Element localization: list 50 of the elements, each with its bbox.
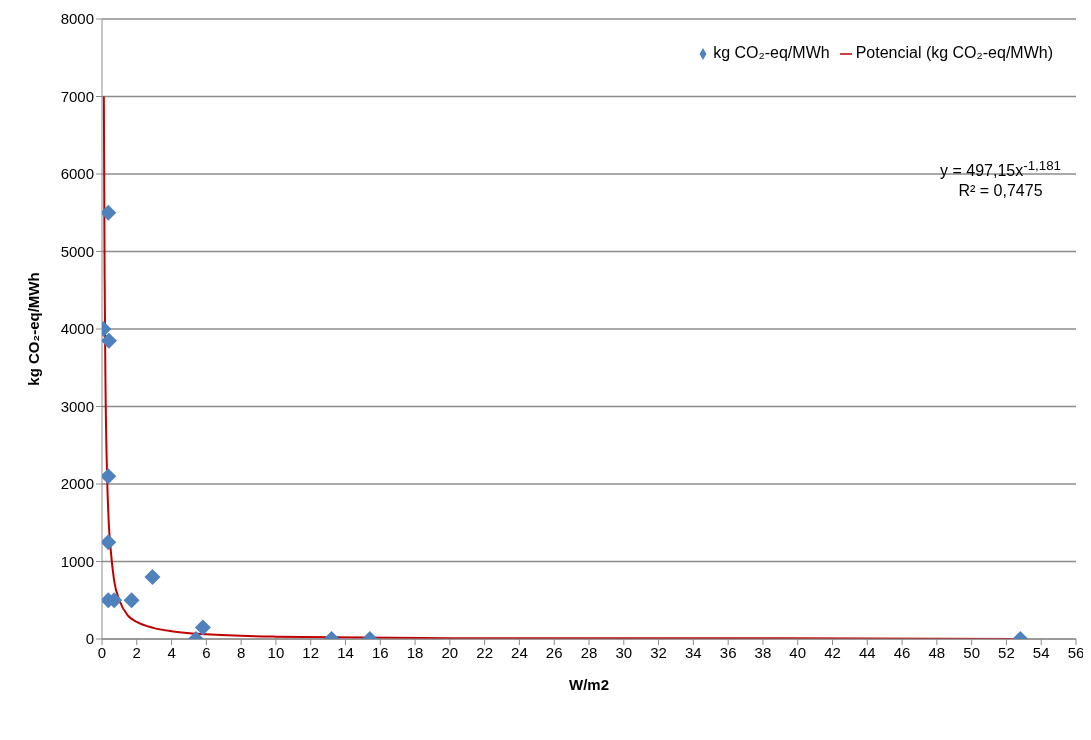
x-tick-label: 4	[167, 643, 176, 661]
x-axis-title: W/m2	[568, 676, 610, 693]
y-tick-label: 0	[85, 630, 94, 648]
y-tick-label: 2000	[60, 475, 94, 493]
x-tick-label: 18	[406, 643, 424, 661]
x-tick-label: 38	[754, 643, 772, 661]
x-tick-label: 54	[1032, 643, 1050, 661]
y-tick-label: 5000	[60, 242, 94, 260]
point	[102, 204, 117, 221]
point	[123, 592, 140, 609]
x-tick-label: 34	[685, 643, 702, 661]
x-tick-label: 24	[511, 643, 528, 661]
x-tick-label: 30	[615, 643, 633, 661]
x-tick-label: 16	[371, 643, 389, 661]
x-tick-label: 12	[302, 643, 320, 661]
y-tick-label: 4000	[60, 320, 94, 338]
point	[102, 534, 117, 551]
x-tick-label: 32	[650, 643, 667, 661]
x-tick-label: 56	[1067, 643, 1085, 661]
point	[102, 332, 117, 349]
x-tick-label: 40	[789, 643, 807, 661]
x-tick-label: 48	[928, 643, 946, 661]
x-tick-label: 36	[719, 643, 737, 661]
x-tick-label: 42	[824, 643, 841, 661]
x-tick-label: 28	[580, 643, 598, 661]
x-tick-label: 6	[202, 643, 211, 661]
x-tick-label: 20	[441, 643, 459, 661]
point	[102, 468, 117, 485]
x-tick-label: 50	[963, 643, 980, 661]
y-tick-label: 7000	[60, 87, 94, 105]
x-tick-label: 22	[476, 643, 493, 661]
y-axis-title: kg CO₂-eq/MWh	[25, 272, 43, 386]
point	[144, 569, 161, 585]
point	[194, 619, 211, 636]
legend-label: Potencial (kg CO₂-eq/MWh)	[855, 44, 1053, 61]
equation-text: y = 497,15x$^{-1,181}$ R² = 0,7475	[940, 157, 1061, 202]
x-tick-label: 2	[132, 643, 141, 661]
x-tick-label: 44	[858, 643, 876, 661]
y-tick-label: 8000	[60, 10, 94, 28]
y-tick-label: 3000	[60, 397, 94, 415]
x-tick-label: 14	[337, 643, 354, 661]
y-tick-label: 1000	[60, 552, 94, 570]
x-tick-label: 8	[236, 643, 246, 661]
y-tick-label: 6000	[60, 165, 94, 183]
x-tick-label: 0	[97, 643, 107, 661]
x-tick-label: 46	[893, 643, 911, 661]
x-tick-label: 26	[545, 643, 563, 661]
x-tick-label: 10	[267, 643, 285, 661]
legend-label: kg CO₂-eq/MWh	[713, 44, 830, 61]
x-tick-label: 52	[998, 643, 1015, 661]
